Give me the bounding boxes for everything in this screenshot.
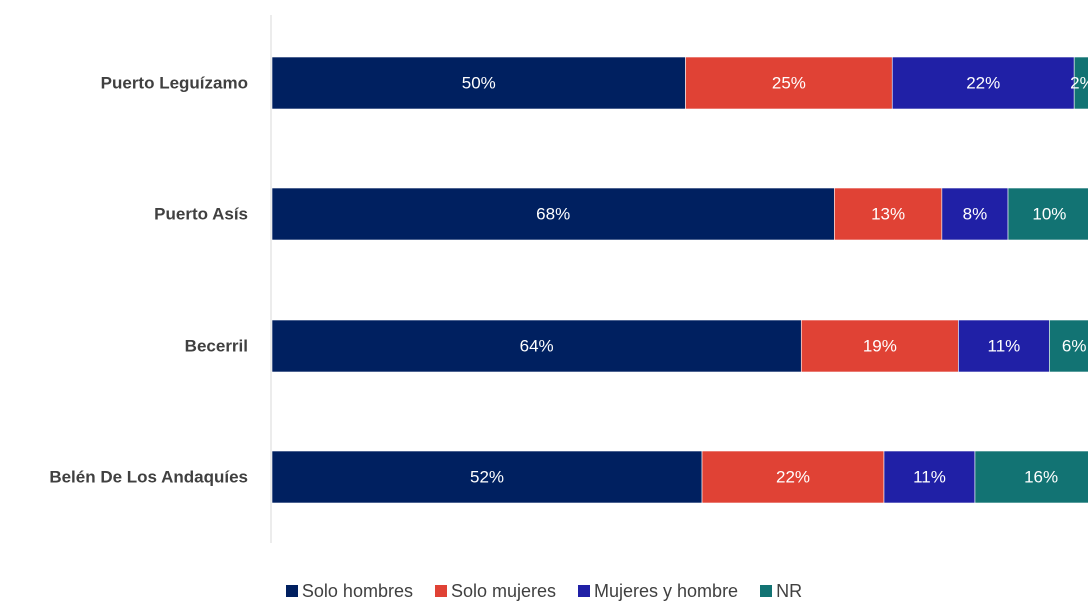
legend: Solo hombres Solo mujeres Mujeres y hombre… <box>0 579 1088 603</box>
data-label: 19% <box>863 337 897 356</box>
data-label: 16% <box>1024 468 1058 487</box>
bar-segment <box>891 56 1075 110</box>
bar-segment <box>974 450 1088 504</box>
data-label: 13% <box>871 205 905 224</box>
data-label: 6% <box>1062 337 1087 356</box>
data-label: 22% <box>776 468 810 487</box>
data-label: 11% <box>913 468 946 487</box>
bar-segment <box>701 450 885 504</box>
bar-segment <box>958 319 1050 373</box>
legend-item: NR <box>760 579 802 603</box>
data-label: 10% <box>1032 205 1066 224</box>
data-label: 11% <box>988 337 1021 356</box>
legend-label: Solo hombres <box>301 581 413 601</box>
bar-segment <box>271 319 802 373</box>
legend-item: Solo hombres <box>285 579 413 603</box>
data-label: 22% <box>966 74 1000 93</box>
legend-swatch <box>285 585 298 597</box>
legend-item: Solo mujeres <box>434 579 557 603</box>
segment-labels: 50% 25% 22% 2% 68% 13% 8% 10% 64% 19% 11% 6% 52% 22% 1… <box>462 74 1088 487</box>
category-label: Belén De Los Andaquíes <box>49 468 248 487</box>
bar-segment <box>800 319 959 373</box>
data-label: 8% <box>963 205 988 224</box>
bar-segment <box>1049 319 1088 373</box>
bar-segment <box>1073 56 1088 110</box>
bar-segment <box>685 56 893 110</box>
category-label: Becerril <box>185 337 248 356</box>
bar-segment <box>1007 187 1088 241</box>
data-label: 64% <box>520 337 554 356</box>
bar-segment <box>271 450 703 504</box>
bar-segments <box>271 56 1088 504</box>
bar-segment <box>271 187 835 241</box>
data-label: 68% <box>536 205 570 224</box>
legend-label: Solo mujeres <box>450 581 557 601</box>
legend-label: NR <box>776 581 803 601</box>
legend-swatch <box>434 585 447 597</box>
category-label: Puerto Asís <box>154 205 248 224</box>
data-label: 25% <box>772 74 806 93</box>
legend-label: Mujeres y hombre <box>594 581 739 601</box>
bar-segment <box>271 56 686 110</box>
legend-item: Mujeres y hombre <box>578 579 738 603</box>
legend-swatch <box>760 585 773 597</box>
data-label: 2% <box>1070 74 1088 93</box>
bar-segment <box>883 450 976 504</box>
chart-plot: Puerto Leguízamo Puerto Asís Becerril Belén… <box>49 15 1088 543</box>
data-label: 52% <box>470 468 504 487</box>
category-label: Puerto Leguízamo <box>101 74 248 93</box>
category-labels: Puerto Leguízamo Puerto Asís Becerril Belén… <box>49 74 248 487</box>
data-label: 50% <box>462 74 496 93</box>
legend-swatch <box>578 585 591 597</box>
